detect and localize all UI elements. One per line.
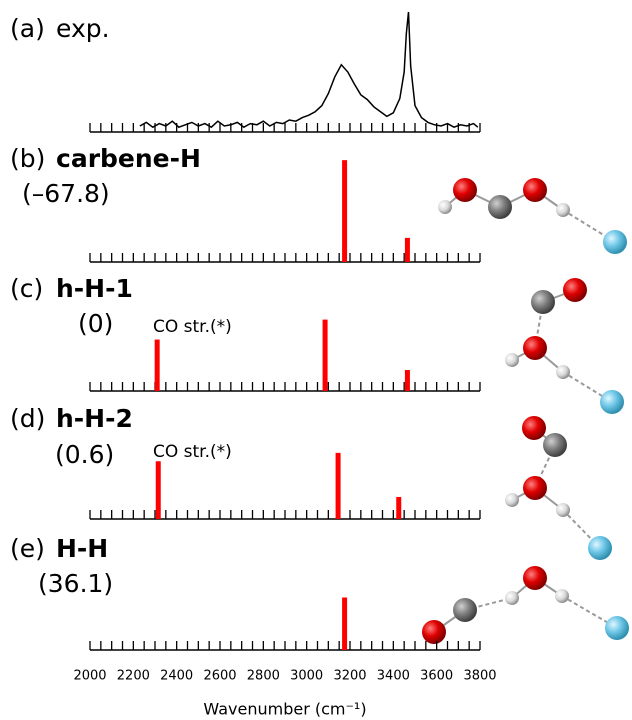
stick	[396, 497, 401, 519]
x-tick-label: 2000	[73, 669, 106, 684]
x-tick-label: 2400	[160, 669, 193, 684]
stick	[342, 598, 347, 651]
molecule-b	[438, 178, 627, 254]
molecules	[422, 178, 629, 644]
x-tick-label: 2200	[117, 669, 150, 684]
stick	[156, 461, 161, 519]
energy-label: (36.1)	[38, 569, 113, 598]
figure: (a) exp. (b) carbene-H (–67.8) (c) h-H-1 (0) CO …	[0, 0, 632, 720]
x-tick-label: 3400	[377, 669, 410, 684]
stick	[155, 340, 160, 391]
stick	[405, 370, 410, 391]
panel-label: (a)	[10, 14, 45, 43]
x-tick-label: 3000	[290, 669, 323, 684]
x-tick-label: 3200	[333, 669, 366, 684]
energy-label: (0)	[78, 309, 113, 338]
panel-label: (b)	[10, 144, 45, 173]
panel-name: h-H-1	[56, 274, 133, 303]
x-tick-label: 3600	[420, 669, 453, 684]
annotation: CO str.(*)	[153, 317, 232, 337]
x-tick-label: 3800	[463, 669, 496, 684]
molecule-c	[505, 278, 624, 414]
energy-label: (–67.8)	[22, 179, 110, 208]
panel-name: carbene-H	[56, 144, 201, 173]
x-tick-label: 2600	[203, 669, 236, 684]
panel-name: exp.	[56, 14, 110, 43]
molecule-d	[505, 416, 612, 560]
panel-label: (e)	[10, 534, 45, 563]
panel-name: h-H-2	[56, 404, 133, 433]
stick	[342, 160, 347, 262]
molecule-e	[422, 566, 629, 644]
panel-name: H-H	[56, 534, 108, 563]
panel-label: (c)	[10, 274, 43, 303]
x-tick-label: 2800	[247, 669, 280, 684]
panel-label: (d)	[10, 404, 45, 433]
annotation: CO str.(*)	[153, 442, 232, 462]
stick	[323, 320, 328, 391]
spectrum-line	[140, 12, 478, 127]
stick	[336, 453, 341, 519]
x-axis-label: Wavenumber (cm⁻¹)	[203, 700, 366, 719]
energy-label: (0.6)	[55, 440, 114, 469]
stick	[405, 238, 410, 262]
